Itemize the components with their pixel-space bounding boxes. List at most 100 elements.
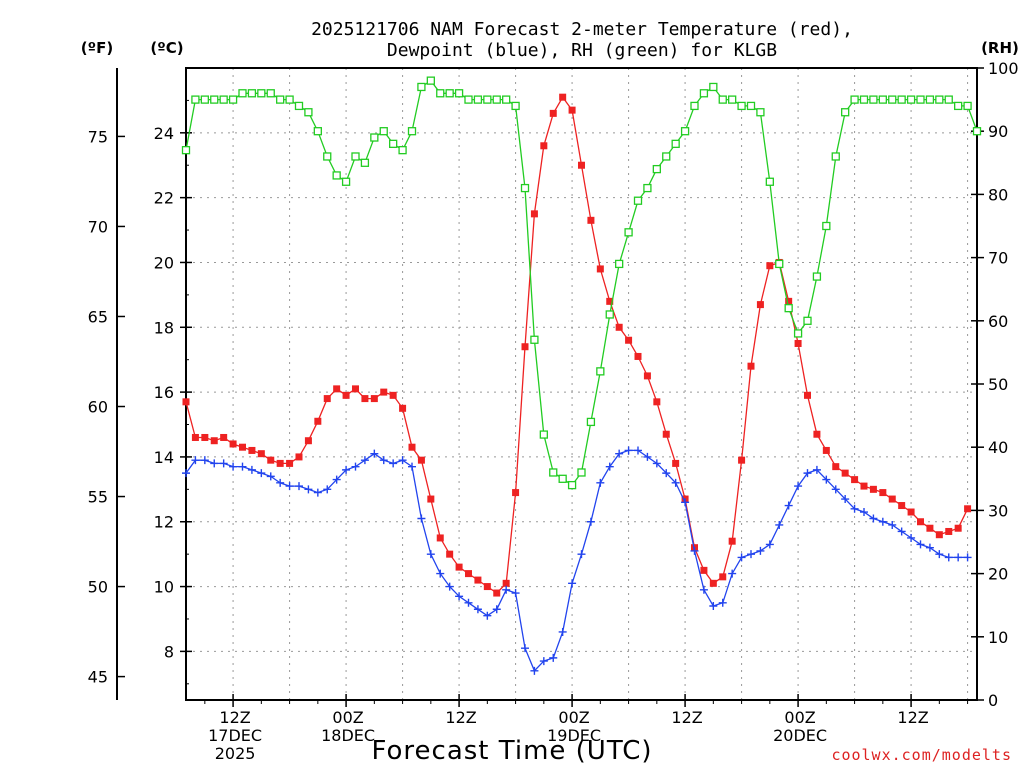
data-point (200, 95, 209, 104)
data-point (398, 456, 407, 465)
data-point (700, 566, 708, 574)
data-point (342, 465, 351, 474)
data-point (699, 89, 709, 98)
data-point (972, 127, 982, 136)
data-point (615, 259, 624, 269)
data-point (662, 430, 670, 438)
data-point (539, 430, 548, 439)
data-point (822, 475, 831, 484)
celsius-tick-label: 20 (154, 253, 174, 272)
data-point (888, 95, 897, 104)
data-point (445, 582, 454, 591)
data-point (765, 177, 774, 186)
data-point (511, 589, 520, 598)
data-point (652, 164, 661, 174)
data-point (549, 653, 558, 662)
fahrenheit-tick-label: 45 (88, 668, 108, 687)
data-point (812, 272, 822, 281)
data-point (559, 93, 567, 101)
data-point (247, 465, 256, 474)
data-point (426, 76, 435, 85)
celsius-tick-label: 16 (154, 383, 174, 402)
rh-tick-label: 70 (988, 249, 1008, 268)
data-point (643, 452, 652, 461)
data-point (831, 152, 840, 161)
data-point (568, 106, 576, 114)
celsius-tick-label: 14 (154, 448, 174, 467)
data-point (360, 158, 370, 167)
data-point (238, 89, 247, 98)
data-point (898, 502, 906, 510)
chart-title-line2: Dewpoint (blue), RH (green) for KLGB (387, 40, 777, 61)
data-point (313, 127, 322, 136)
data-point (765, 540, 774, 549)
data-point (389, 459, 398, 468)
data-point (633, 196, 643, 205)
data-point (360, 456, 369, 465)
rh-tick-label: 30 (988, 501, 1008, 520)
data-point (671, 478, 680, 487)
data-point (954, 101, 963, 111)
data-point (719, 573, 727, 581)
data-point (285, 95, 294, 104)
data-point (578, 161, 585, 169)
series-line-temperature (185, 96, 969, 594)
data-point (963, 553, 972, 562)
data-point (389, 391, 397, 399)
data-point (963, 101, 972, 111)
data-point (793, 329, 803, 338)
data-point (850, 504, 859, 513)
rh-tick-label: 60 (988, 312, 1008, 331)
data-point (558, 474, 567, 483)
data-point (784, 501, 793, 510)
x-tick-label: 20DEC (773, 726, 827, 745)
series-line-rh (185, 79, 978, 486)
data-point (512, 489, 520, 497)
data-point (483, 583, 491, 591)
data-point (370, 395, 378, 403)
data-point (399, 404, 407, 412)
data-point (662, 152, 671, 161)
data-point (191, 456, 200, 465)
data-point (191, 95, 200, 104)
data-point (502, 585, 511, 594)
data-point (709, 579, 717, 587)
data-point (417, 456, 425, 464)
data-point (906, 95, 916, 104)
data-point (643, 183, 652, 193)
data-point (295, 482, 303, 491)
data-point (332, 475, 341, 484)
data-point (624, 228, 633, 237)
data-point (455, 563, 463, 571)
data-point (794, 339, 802, 347)
data-point (332, 171, 341, 180)
rh-tick-label: 0 (988, 691, 998, 710)
data-point (200, 456, 209, 465)
celsius-tick-label: 22 (154, 189, 174, 208)
data-point (558, 627, 567, 636)
data-point (699, 585, 708, 594)
data-point (219, 459, 228, 468)
series-dewpoint (182, 446, 972, 675)
data-point (408, 443, 416, 451)
data-point (737, 101, 746, 111)
data-point (493, 589, 501, 597)
data-point (539, 657, 548, 666)
data-point (568, 579, 577, 588)
data-point (596, 367, 605, 376)
data-point (285, 482, 294, 491)
data-point (352, 385, 359, 393)
x-tick-label: 12Z (219, 708, 250, 727)
data-point (483, 95, 492, 104)
data-point (860, 482, 868, 490)
data-point (520, 183, 530, 193)
data-point (869, 95, 878, 104)
data-point (407, 127, 417, 136)
data-point (747, 550, 755, 559)
data-point (454, 89, 464, 98)
data-point (380, 388, 388, 396)
data-point (210, 95, 219, 104)
data-point (530, 335, 539, 344)
data-point (897, 95, 906, 104)
